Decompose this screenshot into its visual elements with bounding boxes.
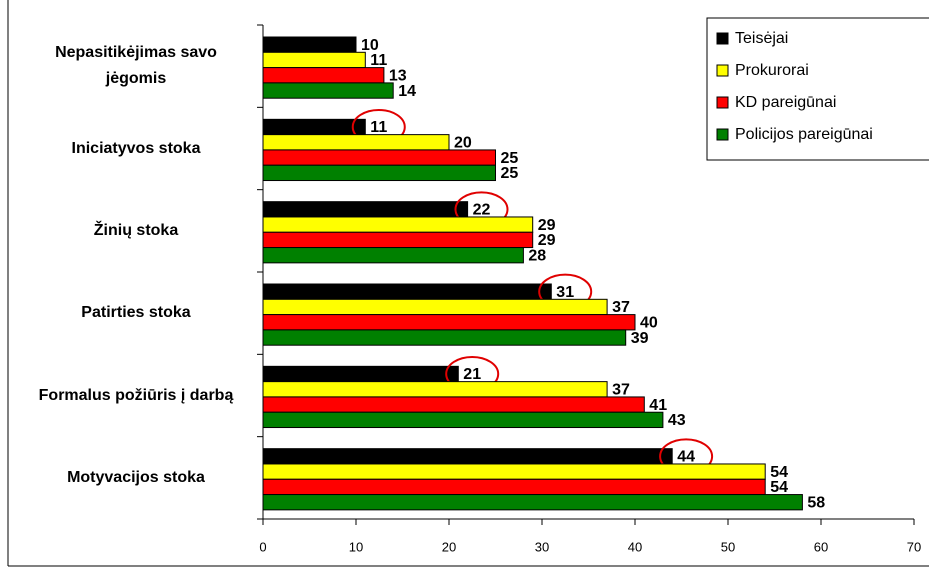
bar <box>262 463 766 480</box>
data-label: 25 <box>501 150 519 167</box>
data-label: 44 <box>677 449 695 466</box>
data-label: 37 <box>612 299 630 316</box>
bar <box>262 365 459 383</box>
bar <box>262 494 803 511</box>
category-label: Patirties stoka <box>81 304 191 322</box>
bar <box>262 283 552 300</box>
category-label: Motyvacijos stoka <box>67 468 205 486</box>
legend-label: Teisėjai <box>735 30 788 47</box>
data-label: 31 <box>556 284 574 301</box>
bar <box>262 478 766 496</box>
bar <box>262 396 645 413</box>
bar <box>262 201 469 218</box>
data-label: 41 <box>649 397 667 414</box>
data-label: 25 <box>501 165 519 182</box>
data-label: 11 <box>370 52 387 69</box>
x-tick-label: 50 <box>721 539 735 554</box>
data-label: 10 <box>361 37 379 54</box>
x-tick-label: 60 <box>814 539 828 554</box>
data-label: 21 <box>463 366 481 383</box>
category-label: Žinių stoka <box>93 221 179 239</box>
bar <box>262 216 534 233</box>
bar <box>262 448 673 465</box>
data-label: 37 <box>612 382 630 399</box>
bar <box>262 134 450 151</box>
x-tick-label: 70 <box>907 539 921 554</box>
legend-swatch <box>716 96 729 109</box>
data-label: 11 <box>370 119 387 136</box>
legend-label: Prokurorai <box>735 62 809 79</box>
data-label: 29 <box>538 217 556 234</box>
bar <box>262 118 366 136</box>
legend-label: KD pareigūnai <box>735 94 836 111</box>
data-label: 58 <box>807 494 825 511</box>
bar <box>262 329 627 346</box>
data-label: 29 <box>538 232 556 249</box>
bar <box>262 82 394 99</box>
x-tick-label: 30 <box>535 539 549 554</box>
legend-swatch <box>716 32 729 45</box>
legend-swatch <box>716 128 729 141</box>
category-label: Formalus požiūris į darbą <box>38 386 234 404</box>
bar <box>262 164 496 182</box>
data-label: 54 <box>770 464 788 481</box>
x-tick-label: 20 <box>442 539 456 554</box>
category-label: Nepasitikėjimas savo jėgomis <box>55 44 217 88</box>
data-label: 13 <box>389 67 407 84</box>
bar <box>262 149 496 166</box>
bar <box>262 67 385 84</box>
data-label: 39 <box>631 330 649 347</box>
x-tick-label: 10 <box>349 539 363 554</box>
data-label: 20 <box>454 135 472 152</box>
x-tick-label: 0 <box>259 539 266 554</box>
bar <box>262 381 608 398</box>
x-tick-label: 40 <box>628 539 642 554</box>
data-label: 22 <box>473 202 491 219</box>
bar <box>262 231 534 249</box>
data-label: 14 <box>398 83 416 100</box>
data-label: 28 <box>528 247 546 264</box>
legend-box <box>706 17 929 161</box>
bar <box>262 314 636 331</box>
bar <box>262 411 664 429</box>
legend-label: Policijos pareigūnai <box>735 126 873 143</box>
bar <box>262 36 357 53</box>
legend-swatch <box>716 64 729 77</box>
bar <box>262 51 366 69</box>
bar <box>262 247 524 264</box>
data-label: 43 <box>668 412 686 429</box>
category-label: Iniciatyvos stoka <box>71 139 201 157</box>
data-label: 54 <box>770 479 788 496</box>
data-label: 40 <box>640 314 658 331</box>
bar <box>262 298 608 316</box>
